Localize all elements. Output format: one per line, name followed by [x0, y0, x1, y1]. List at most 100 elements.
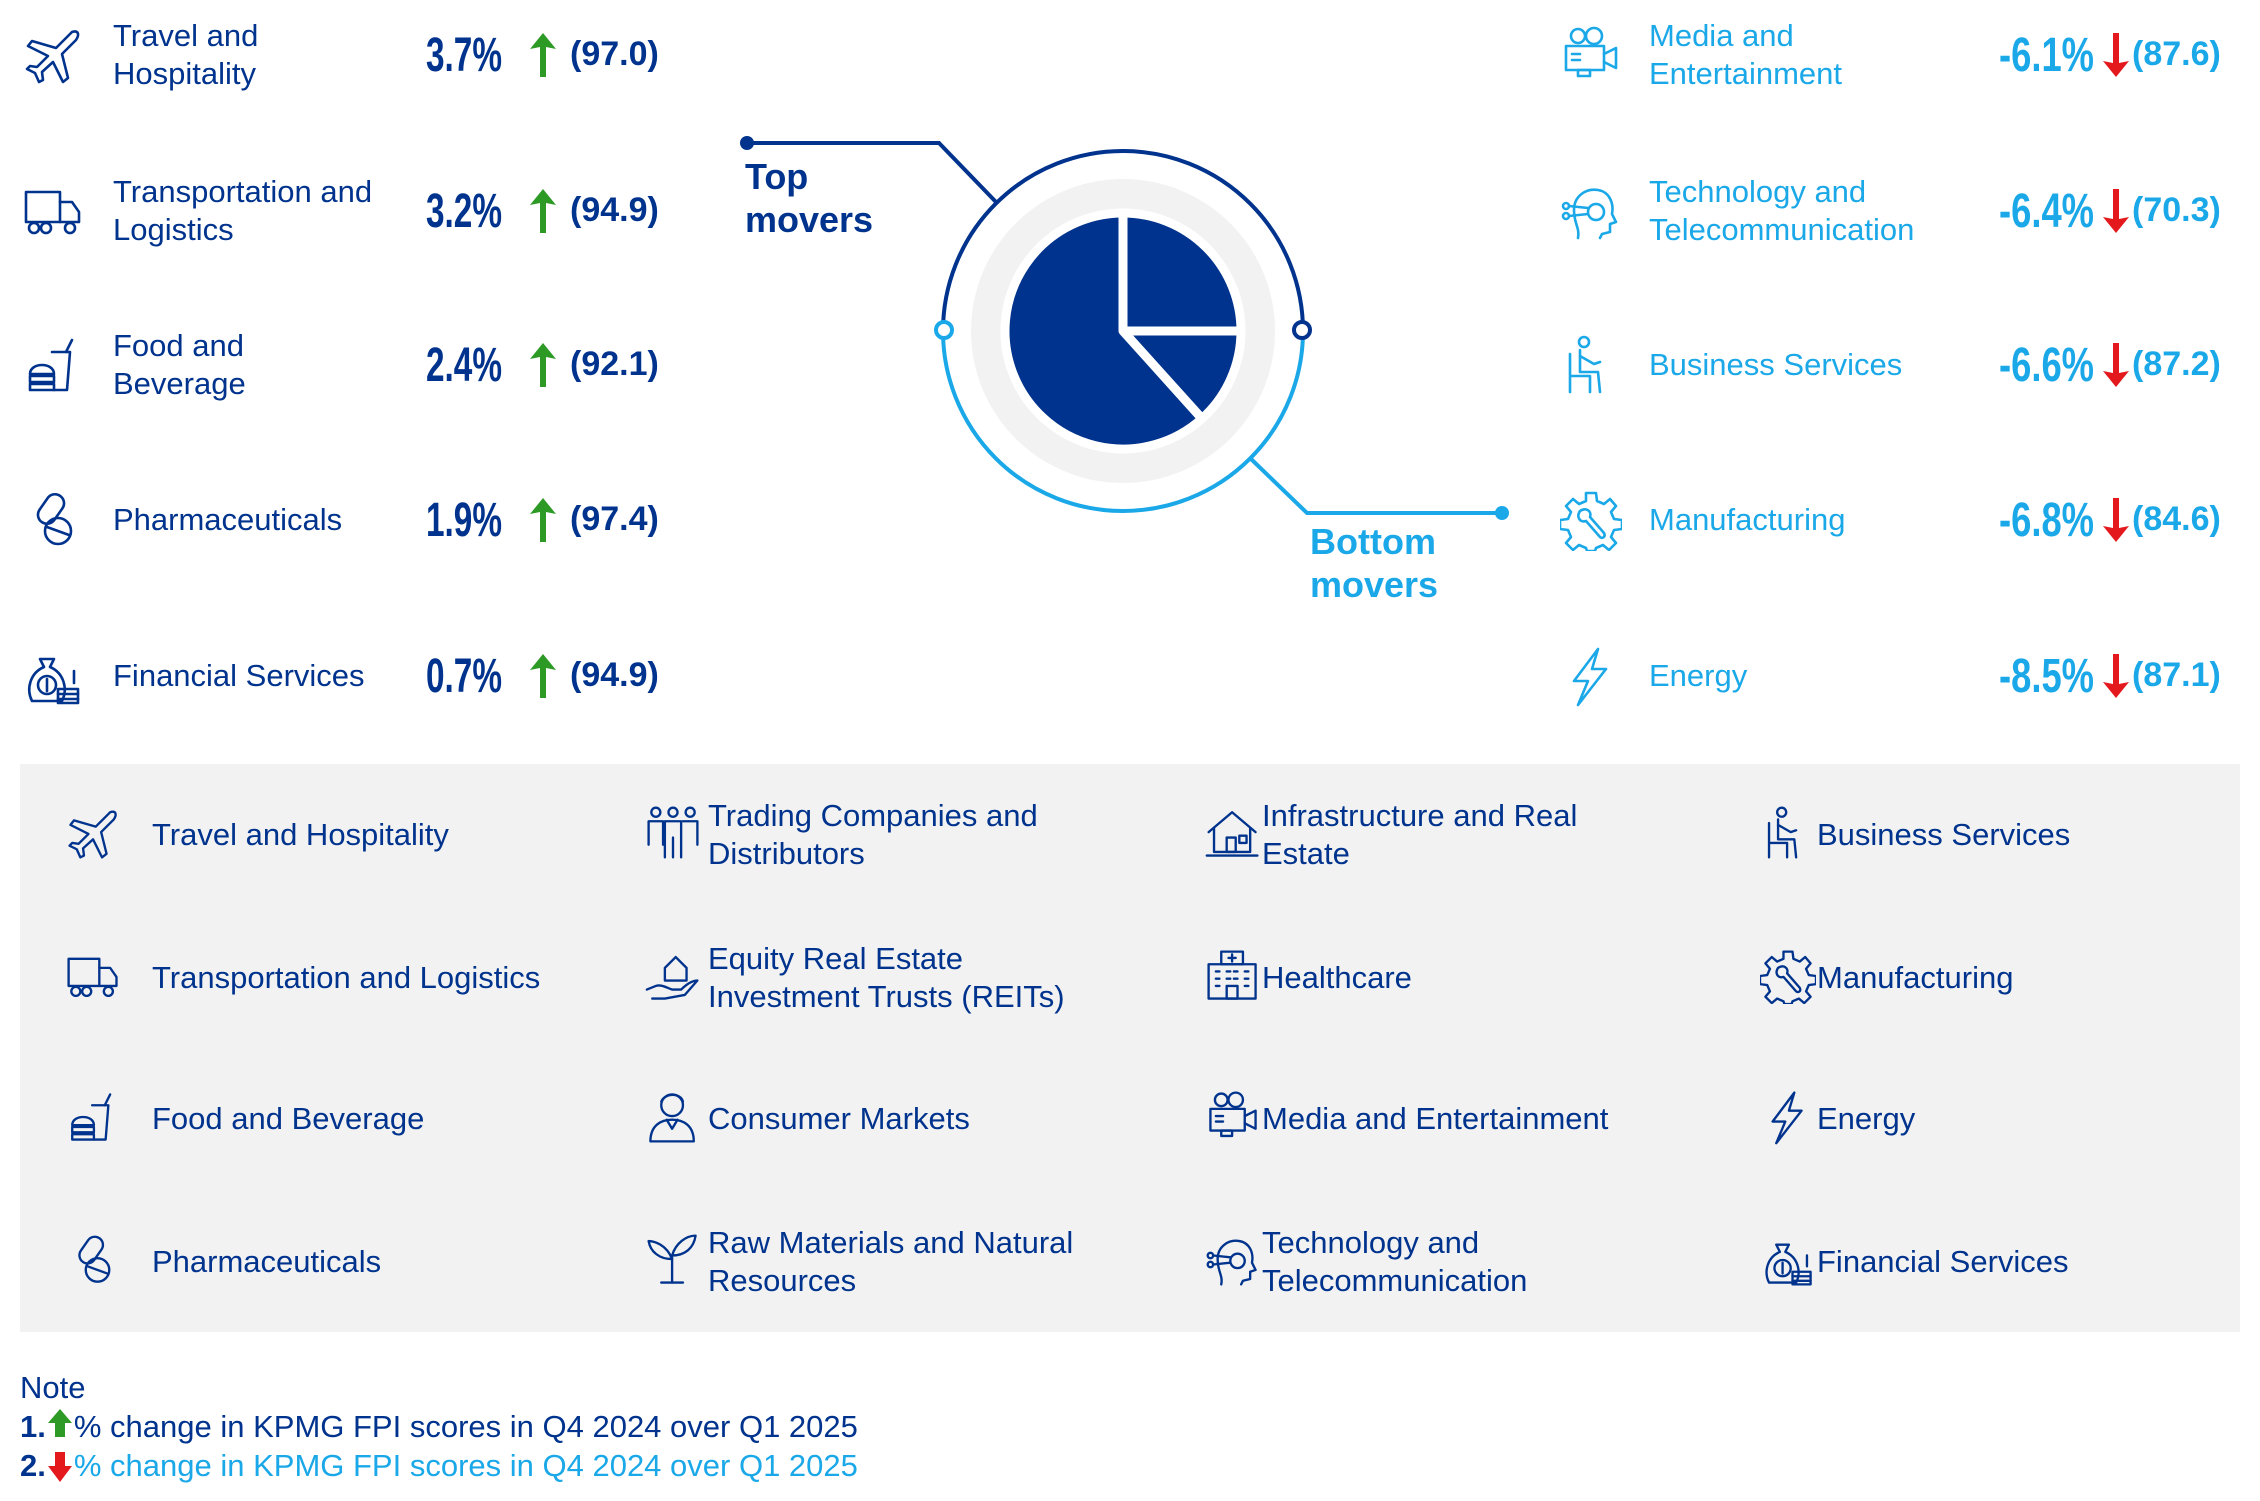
legend-label-line2: Estate: [1262, 836, 1350, 871]
pie-slice-1: [1118, 208, 1246, 336]
sector-name-line2: Logistics: [113, 212, 234, 247]
legend-label: Raw Materials and Natural Resources: [708, 1224, 1073, 1300]
green-up-arrow-icon: [528, 341, 558, 389]
sector-name-line1: Manufacturing: [1649, 502, 1846, 537]
ring-top-arc: [941, 149, 1305, 332]
percent-change-text: -8.5%: [1999, 650, 2094, 703]
legend-label-line1: Equity Real Estate: [708, 941, 964, 976]
fpi-score: (97.0): [570, 35, 659, 73]
legend-label: Trading Companies and Distributors: [708, 797, 1038, 873]
red-down-arrow-icon: [2101, 496, 2131, 544]
ring-right-node: [1292, 320, 1312, 340]
fpi-score: (92.1): [570, 345, 659, 383]
legend-label-line2: Resources: [708, 1263, 857, 1298]
green-up-arrow-icon: [528, 496, 558, 544]
note-title: Note: [20, 1370, 86, 1405]
top-mover-row: Food and Beverage 2.4% (92.1): [0, 315, 2260, 415]
top-mover-label: Travel and Hospitality: [113, 17, 258, 93]
percent-change-text: 0.7%: [426, 650, 502, 703]
plant-icon: [645, 1232, 701, 1288]
hand-house-icon: [645, 948, 701, 1004]
pie-chart: [1000, 208, 1246, 454]
seated-person-icon: [1760, 805, 1816, 861]
sector-name-line1: Business Services: [1649, 347, 1903, 382]
bottom-mover-row: Manufacturing -6.8% (84.6): [0, 470, 2260, 570]
money-bag-icon: [1760, 1232, 1816, 1288]
legend-label: Manufacturing: [1817, 959, 2013, 997]
percent-change: 3.7%: [426, 29, 502, 82]
percent-change: -8.5%: [1999, 650, 2094, 703]
pills-icon: [22, 489, 84, 551]
green-up-arrow-icon: [528, 31, 558, 79]
legend-label-line1: Technology and: [1262, 1225, 1480, 1260]
percent-change-text: 3.2%: [426, 185, 502, 238]
percent-change: -6.6%: [1999, 339, 2094, 392]
red-down-arrow-icon: [2101, 341, 2131, 389]
tech-head-icon: [1560, 180, 1622, 242]
percent-change-text: 3.7%: [426, 29, 502, 82]
top-mover-row: Pharmaceuticals 1.9% (97.4): [0, 470, 2260, 570]
bottom-movers-label-line2: movers: [1310, 564, 1439, 605]
fpi-score: (70.3): [2132, 191, 2221, 229]
lightning-icon: [1560, 645, 1622, 707]
percent-change: 3.2%: [426, 185, 502, 238]
seated-person-icon: [1560, 334, 1622, 396]
percent-change-text: 1.9%: [426, 494, 502, 547]
legend-label-line1: Food and Beverage: [152, 1101, 425, 1136]
sector-name-line2: Beverage: [113, 366, 246, 401]
bottom-mover-label: Technology and Telecommunication: [1649, 173, 1914, 249]
airplane-icon: [22, 24, 84, 86]
bottom-mover-label: Media and Entertainment: [1649, 17, 1842, 93]
legend-label-line1: Travel and Hospitality: [152, 817, 449, 852]
pills-icon: [65, 1232, 121, 1288]
top-mover-label: Food and Beverage: [113, 327, 246, 403]
note-text-increase: % change in KPMG FPI scores in Q4 2024 o…: [73, 1409, 858, 1444]
bottom-movers-label-line1: Bottom: [1310, 521, 1436, 562]
legend-label-line1: Consumer Markets: [708, 1101, 970, 1136]
sector-name-line1: Financial Services: [113, 658, 365, 693]
sector-name-line1: Energy: [1649, 658, 1748, 693]
tech-head-icon: [1205, 1232, 1261, 1288]
percent-change: -6.4%: [1999, 185, 2094, 238]
top-movers-connector: [748, 141, 998, 204]
note-number-1: 1.: [20, 1409, 46, 1444]
legend-label: Travel and Hospitality: [152, 816, 449, 854]
green-up-arrow-icon: [528, 187, 558, 235]
note-line-increase: 1. % change in KPMG FPI scores in Q4 2024…: [20, 1407, 858, 1446]
legend-label-line1: Trading Companies and: [708, 798, 1038, 833]
sector-name-line1: Technology and: [1649, 174, 1867, 209]
green-up-arrow-icon: [528, 652, 558, 700]
people-group-icon: [645, 805, 701, 861]
legend-label-line1: Business Services: [1817, 817, 2071, 852]
legend-label: Pharmaceuticals: [152, 1243, 381, 1281]
sector-legend-panel: Travel and Hospitality Trading Companies …: [20, 764, 2240, 1332]
lightning-icon: [1760, 1089, 1816, 1145]
ring-bottom-arc: [941, 330, 1305, 513]
note-line-decrease: 2. % change in KPMG FPI scores in Q4 2024…: [20, 1446, 858, 1485]
airplane-icon: [65, 805, 121, 861]
legend-label-line1: Financial Services: [1817, 1244, 2069, 1279]
sector-name-line1: Pharmaceuticals: [113, 502, 343, 537]
red-down-arrow-icon: [2101, 187, 2131, 235]
percent-change-text: -6.4%: [1999, 185, 2094, 238]
sector-name-line1: Media and: [1649, 18, 1794, 53]
legend-label: Media and Entertainment: [1262, 1100, 1608, 1138]
sector-name-line1: Travel and: [113, 18, 259, 53]
burger-drink-icon: [22, 334, 84, 396]
legend-label-line1: Raw Materials and Natural: [708, 1225, 1074, 1260]
bottom-mover-row: Technology and Telecommunication -6.4% (70.…: [0, 161, 2260, 261]
legend-label: Consumer Markets: [708, 1100, 970, 1138]
note-text-decrease: % change in KPMG FPI scores in Q4 2024 o…: [73, 1448, 858, 1483]
bottom-movers-label: Bottom movers: [1310, 520, 1438, 606]
legend-label: Transportation and Logistics: [152, 959, 540, 997]
percent-change-text: -6.8%: [1999, 494, 2094, 547]
legend-label: Energy: [1817, 1100, 1915, 1138]
bottom-mover-row: Energy -8.5% (87.1): [0, 626, 2260, 726]
legend-label-line1: Transportation and Logistics: [152, 960, 541, 995]
center-pie-graphic: [740, 136, 1509, 520]
fpi-score: (87.6): [2132, 35, 2221, 73]
legend-label-line1: Infrastructure and Real: [1262, 798, 1578, 833]
percent-change-text: 2.4%: [426, 339, 502, 392]
gear-wrench-icon: [1758, 948, 1818, 1006]
money-bag-icon: [22, 645, 84, 707]
